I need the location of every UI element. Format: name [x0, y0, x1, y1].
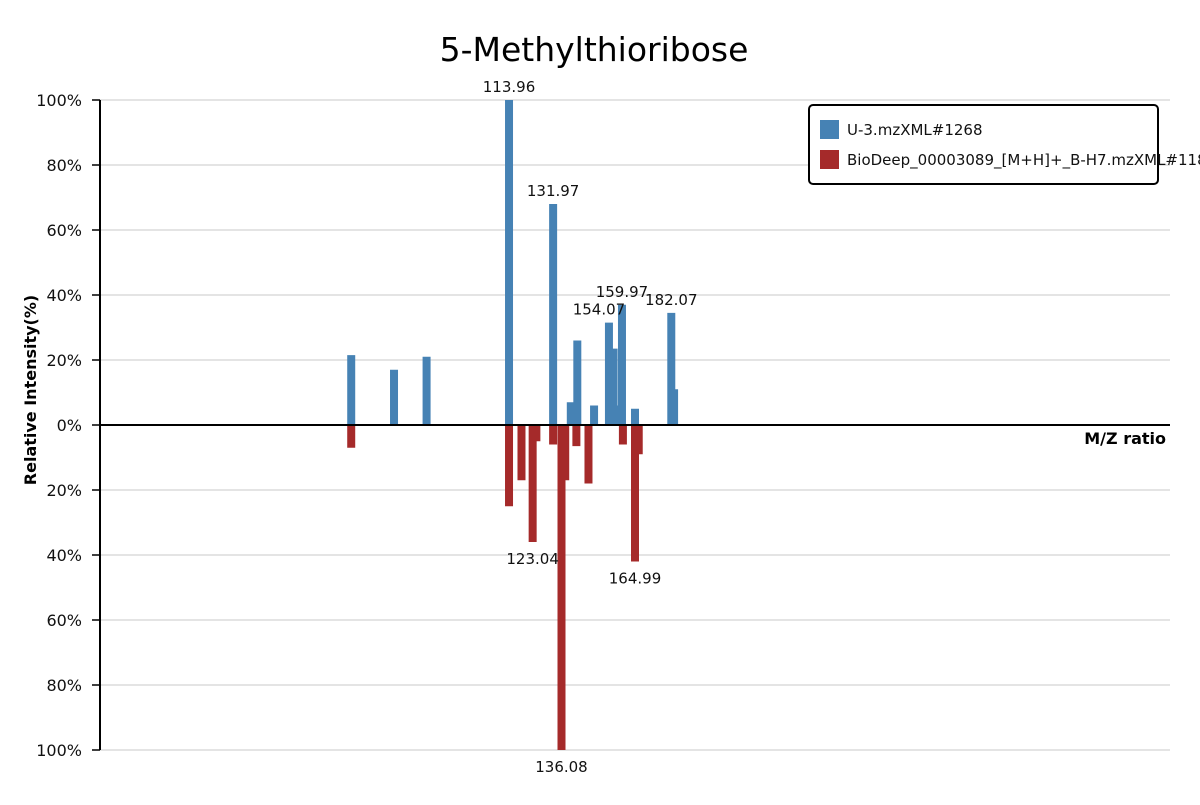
peak-bar-series-1 — [670, 389, 679, 425]
peak-bar-series-1 — [390, 369, 399, 425]
peak-bar-series-2 — [572, 425, 581, 447]
peak-label: 154.07 — [573, 301, 626, 319]
axes-layer: 100% 80% 60% 40% 20% 0% 20% 40% 60% 80% 100% — [36, 91, 1170, 760]
peak-bar-series-2 — [561, 425, 570, 481]
peak-label: 136.08 — [535, 758, 588, 776]
peak-label: 113.96 — [483, 78, 536, 96]
peak-label: 182.07 — [645, 291, 698, 309]
peak-bar-series-1 — [422, 356, 431, 425]
peak-label: 164.99 — [609, 570, 662, 588]
y-tick-label: 80% — [46, 156, 82, 175]
peak-bar-series-1 — [505, 100, 514, 425]
x-axis-label: M/Z ratio — [1084, 429, 1166, 448]
peak-bar-series-1 — [590, 405, 599, 425]
legend: U-3.mzXML#1268 BioDeep_00003089_[M+H]+_B… — [808, 104, 1200, 185]
legend-label-series-2: BioDeep_00003089_[M+H]+_B-H7.mzXML#118 — [847, 151, 1200, 170]
peak-bar-series-1 — [573, 340, 582, 425]
peak-label: 159.97 — [596, 283, 649, 301]
bars-layer — [347, 100, 679, 750]
peak-bar-series-1 — [617, 304, 626, 425]
chart-title: 5-Methylthioribose — [440, 30, 749, 69]
y-tick-label: 20% — [46, 481, 82, 500]
y-tick-label: 40% — [46, 546, 82, 565]
peak-bar-series-1 — [631, 408, 639, 425]
peak-label: 123.04 — [506, 550, 559, 568]
peak-bar-series-2 — [618, 425, 627, 445]
peak-bar-series-1 — [549, 204, 558, 425]
y-tick-label: 20% — [46, 351, 82, 370]
peak-bar-series-2 — [517, 425, 526, 481]
peak-bar-series-1 — [347, 355, 356, 425]
peak-bar-series-2 — [532, 425, 541, 442]
y-tick-label: 60% — [46, 221, 82, 240]
peak-bar-series-1 — [609, 348, 618, 425]
peak-bar-series-1 — [604, 322, 613, 425]
y-tick-label: 60% — [46, 611, 82, 630]
peak-bar-series-2 — [631, 425, 639, 562]
peak-bar-series-2 — [634, 425, 643, 455]
peak-bar-series-1 — [566, 402, 575, 425]
peak-bar-series-2 — [549, 425, 558, 445]
y-tick-label: 100% — [36, 91, 82, 110]
peak-bar-series-1 — [667, 312, 676, 425]
peak-bar-series-2 — [557, 425, 566, 750]
legend-swatch-series-2 — [820, 150, 839, 169]
peak-bar-series-2 — [528, 425, 537, 542]
legend-box — [808, 104, 1159, 185]
y-tick-label: 0% — [57, 416, 82, 435]
legend-swatch-series-1 — [820, 120, 839, 139]
peak-label: 131.97 — [527, 182, 580, 200]
peak-bar-series-2 — [347, 425, 356, 448]
y-tick-label: 80% — [46, 676, 82, 695]
y-axis-label: Relative Intensity(%) — [21, 295, 40, 485]
peak-bar-series-2 — [584, 425, 593, 484]
y-tick-label: 40% — [46, 286, 82, 305]
peak-bar-series-2 — [505, 425, 514, 507]
peak-bar-series-1 — [613, 405, 622, 425]
legend-label-series-1: U-3.mzXML#1268 — [847, 121, 983, 139]
y-tick-label: 100% — [36, 741, 82, 760]
